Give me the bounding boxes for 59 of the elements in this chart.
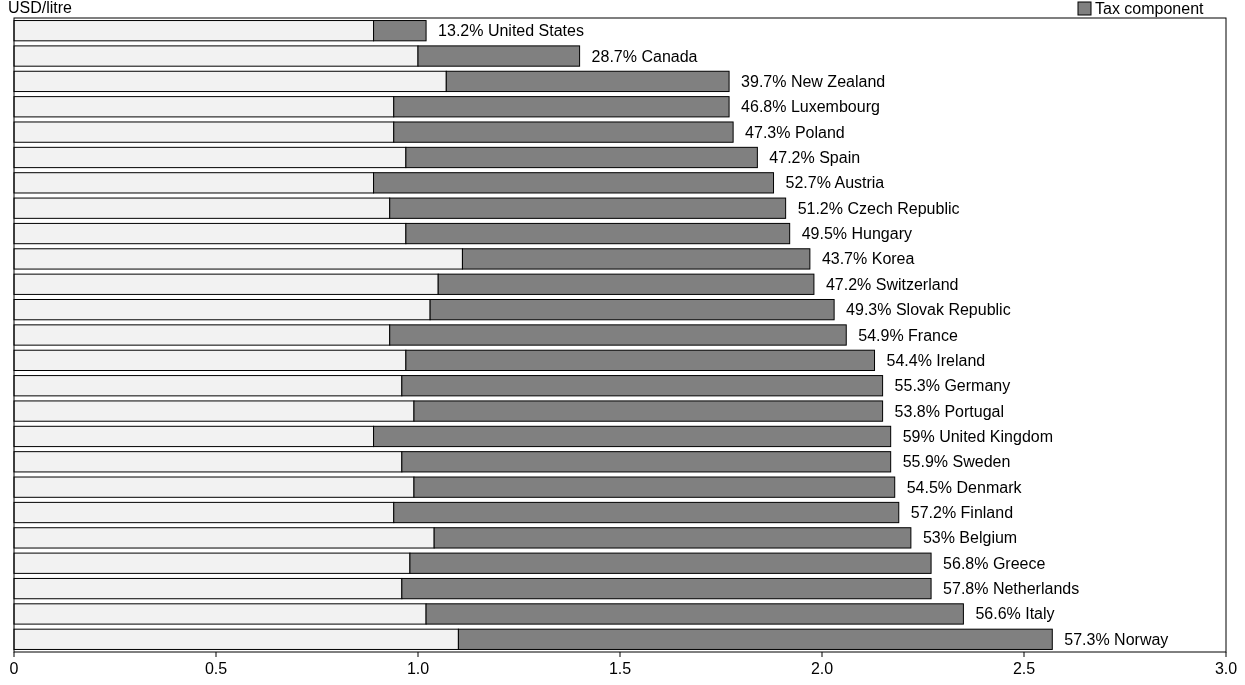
annotation: 57.8% xyxy=(943,580,989,598)
y-tick-label: Slovak Republic xyxy=(895,301,1011,319)
y-tick-label: Switzerland xyxy=(875,275,959,293)
x-tick-label: 2.5 xyxy=(1012,660,1036,677)
y-tick-label: France xyxy=(908,326,958,344)
annotation: 57.3% xyxy=(1064,630,1110,648)
x-tick-label: 0 xyxy=(9,660,19,677)
y-tick-label: Czech Republic xyxy=(847,199,960,217)
annotation: 39.7% xyxy=(741,72,787,90)
y-tick-label: Finland xyxy=(960,504,1014,522)
annotation: 28.7% xyxy=(591,47,637,65)
annotation: 49.3% xyxy=(846,301,892,319)
annotation: 56.6% xyxy=(975,605,1021,623)
x-tick-label: 1.0 xyxy=(406,660,430,677)
annotation: 52.7% xyxy=(785,174,831,192)
x-tick-label: 1.5 xyxy=(608,660,632,677)
y-tick-label: Korea xyxy=(871,250,915,268)
y-tick-label: United States xyxy=(487,22,584,40)
y-tick-label: New Zealand xyxy=(790,72,886,90)
x-tick-label: 0.5 xyxy=(204,660,228,677)
annotation: 53.8% xyxy=(894,402,940,420)
y-tick-label: Greece xyxy=(992,554,1046,572)
y-tick-label: Italy xyxy=(1025,605,1055,623)
y-tick-label: Germany xyxy=(944,377,1011,395)
annotation: 57.2% xyxy=(910,504,957,522)
annotation: 55.9% xyxy=(902,453,949,471)
annotation: 47.3% xyxy=(745,123,791,141)
x-tick-label: 3.0 xyxy=(1214,660,1238,677)
y-tick-label: Portugal xyxy=(944,402,1005,420)
y-tick-label: Poland xyxy=(794,123,845,141)
legend-label: Tax component xyxy=(1095,0,1205,17)
y-tick-label: Sweden xyxy=(952,453,1011,471)
annotation: 51.2% xyxy=(797,199,844,217)
y-tick-label: Luxembourg xyxy=(790,98,880,116)
y-tick-label: Spain xyxy=(819,148,861,166)
y-tick-label: Belgium xyxy=(959,529,1018,547)
annotation: 54.4% xyxy=(886,351,932,369)
annotation: 43.7% xyxy=(821,250,868,268)
annotation: 59% xyxy=(902,427,935,445)
y-tick-label: Norway xyxy=(1114,630,1169,648)
y-tick-label: United Kingdom xyxy=(939,427,1054,445)
annotation: 47.2% xyxy=(825,275,872,293)
y-tick-label: Hungary xyxy=(851,225,912,243)
x-tick-label: 2.0 xyxy=(810,660,834,677)
y-tick-label: Canada xyxy=(641,47,698,65)
annotation: 55.3% xyxy=(894,377,940,395)
annotation: 13.2% xyxy=(438,22,484,40)
annotation: 56.8% xyxy=(943,554,989,572)
y-tick-label: Austria xyxy=(834,174,885,192)
annotation: 47.2% xyxy=(769,148,815,166)
annotation: 54.5% xyxy=(906,478,953,496)
annotation: 54.9% xyxy=(858,326,904,344)
y-tick-label: Ireland xyxy=(936,351,986,369)
x-axis-title: USD/litre xyxy=(8,0,73,16)
y-tick-label: Netherlands xyxy=(992,580,1080,598)
annotation: 49.5% xyxy=(801,225,848,243)
annotation: 46.8% xyxy=(741,98,787,116)
y-tick-label: Denmark xyxy=(956,478,1022,496)
annotation: 53% xyxy=(922,529,955,547)
